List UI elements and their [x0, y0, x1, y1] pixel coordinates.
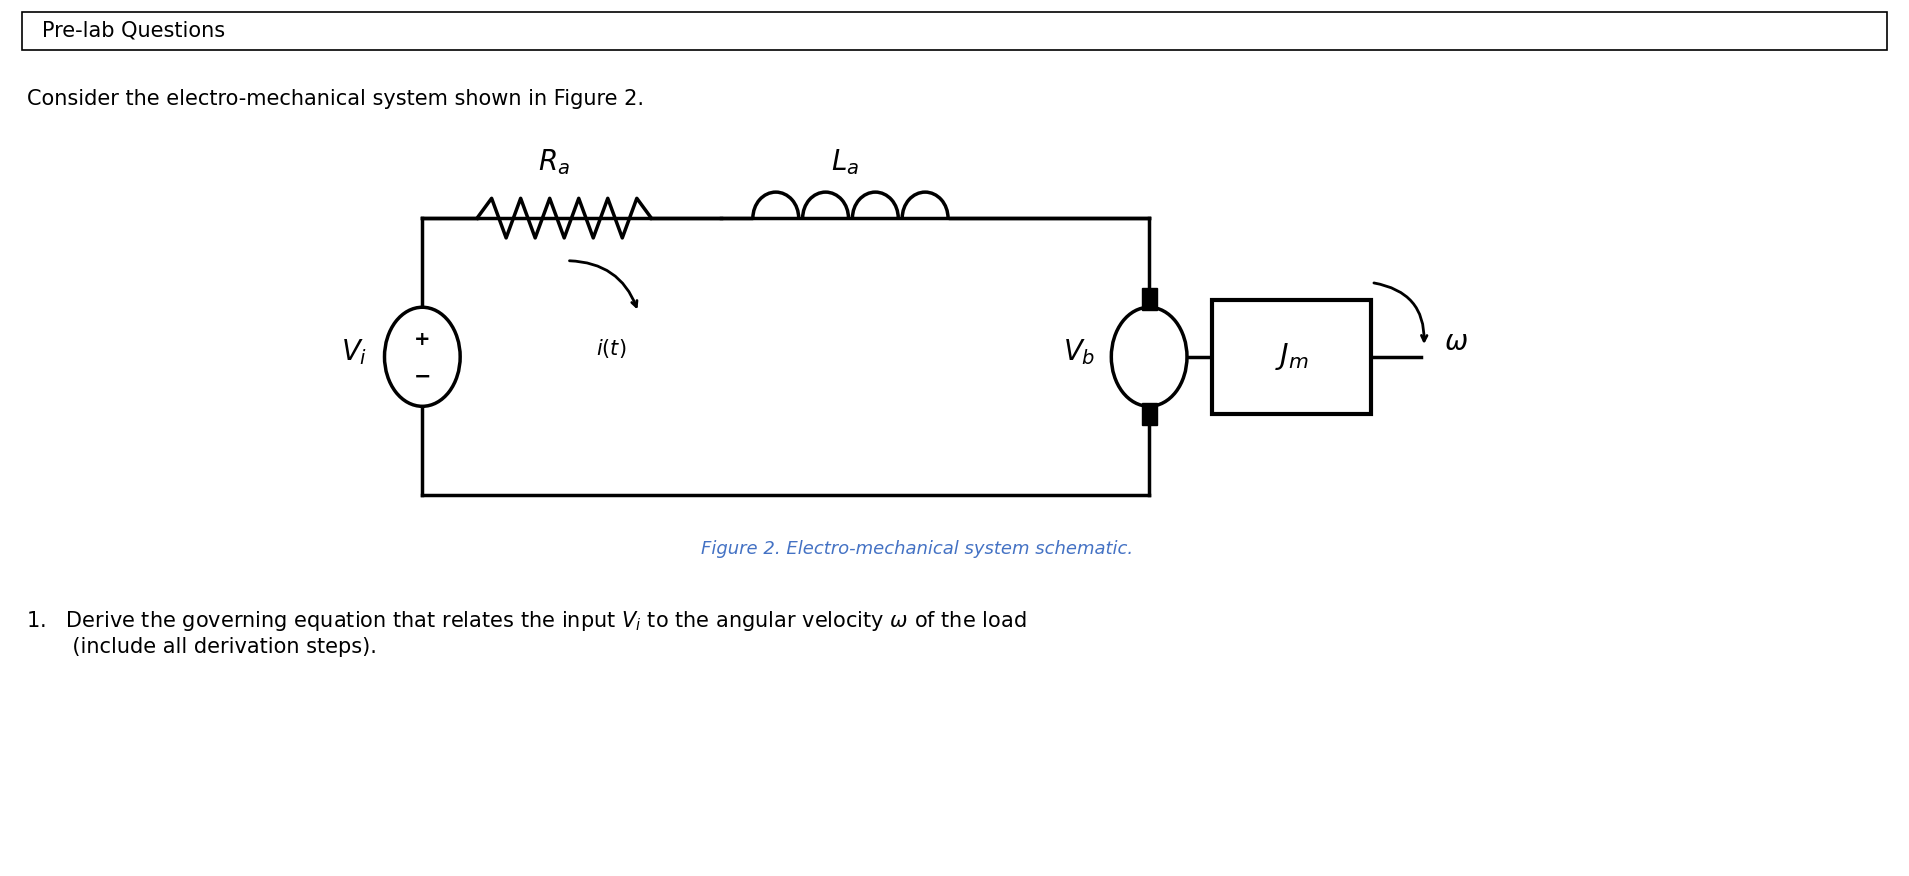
Text: −: − — [414, 366, 431, 386]
Bar — [23, 12, 1886, 50]
Text: $L_a$: $L_a$ — [832, 146, 859, 176]
Text: Figure 2. Electro-mechanical system schematic.: Figure 2. Electro-mechanical system sche… — [701, 540, 1132, 558]
Text: $i(t)$: $i(t)$ — [596, 337, 626, 360]
Bar — [1212, 300, 1371, 413]
Text: $\omega$: $\omega$ — [1443, 328, 1468, 356]
Text: 1.   Derive the governing equation that relates the input $V_i$ to the angular v: 1. Derive the governing equation that re… — [27, 610, 1027, 656]
Text: Pre-lab Questions: Pre-lab Questions — [42, 21, 225, 41]
Bar — [1142, 288, 1157, 310]
Text: $R_a$: $R_a$ — [538, 146, 571, 176]
Text: $V_i$: $V_i$ — [342, 337, 368, 367]
Text: +: + — [414, 330, 431, 350]
Bar — [1142, 403, 1157, 425]
Ellipse shape — [384, 307, 460, 406]
Text: $V_b$: $V_b$ — [1063, 337, 1096, 367]
Text: $J_m$: $J_m$ — [1275, 342, 1308, 372]
Ellipse shape — [1111, 307, 1187, 406]
Text: Consider the electro-mechanical system shown in Figure 2.: Consider the electro-mechanical system s… — [27, 89, 643, 110]
